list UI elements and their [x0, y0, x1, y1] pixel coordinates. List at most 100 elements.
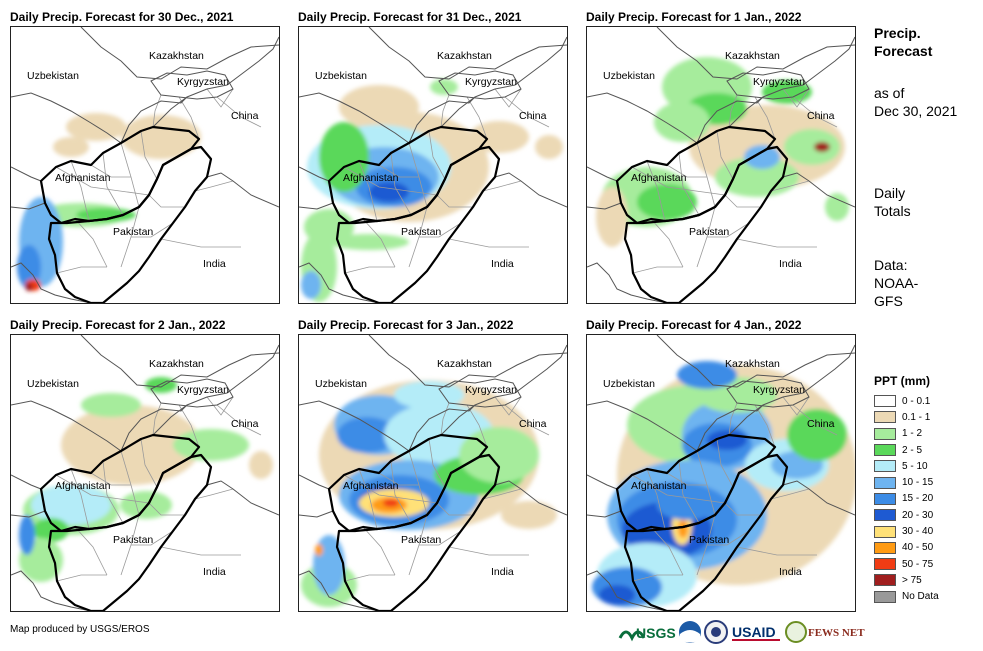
province-boundary: [390, 152, 412, 216]
province-boundary: [782, 396, 810, 416]
map-label-india: India: [491, 258, 514, 270]
country-border: [728, 344, 855, 436]
map-credit: Map produced by USGS/EROS: [10, 624, 150, 635]
precip-area: [313, 535, 345, 595]
precip-area: [81, 393, 141, 417]
province-boundary: [343, 474, 438, 504]
province-boundary: [194, 180, 234, 192]
country-border: [587, 92, 698, 144]
forecast-panel: Daily Precip. Forecast for 4 Jan., 2022 K…: [586, 318, 856, 614]
legend-item: 40 - 50: [874, 540, 939, 556]
country-border: [299, 166, 330, 182]
precip-area: [678, 520, 688, 538]
map-label-kazakhstan: Kazakhstan: [725, 358, 780, 370]
legend-item: 2 - 5: [874, 442, 939, 458]
province-boundary: [90, 164, 131, 178]
dhs-seal-logo: [704, 620, 728, 644]
legend-item: 15 - 20: [874, 491, 939, 507]
precip-area: [469, 121, 529, 153]
province-boundary: [428, 438, 446, 488]
data-source-note: Data: NOAA- GFS: [874, 256, 918, 310]
map-label-china: China: [807, 110, 835, 122]
province-boundary: [358, 468, 378, 530]
legend-heading: Precip. Forecast: [874, 24, 932, 60]
country-border: [152, 36, 279, 128]
map-label-kyrgyzstan: Kyrgyzstan: [465, 384, 517, 396]
legend-label: 5 - 10: [902, 460, 928, 472]
forecast-panel: Daily Precip. Forecast for 1 Jan., 2022 K…: [586, 10, 856, 306]
map-label-kyrgyzstan: Kyrgyzstan: [177, 384, 229, 396]
country-border: [587, 510, 622, 518]
map-label-kazakhstan: Kazakhstan: [437, 50, 492, 62]
precip-area: [329, 234, 409, 250]
map-label-china: China: [519, 110, 547, 122]
map-label-china: China: [807, 418, 835, 430]
legend-swatch: [874, 590, 896, 603]
data-line-1: Data:: [874, 257, 908, 273]
province-boundary: [343, 166, 438, 196]
province-boundary: [632, 266, 683, 274]
country-border: [696, 96, 764, 144]
legend-swatch: [874, 444, 896, 457]
legend-swatch: [874, 460, 896, 473]
country-border: [408, 96, 476, 144]
map-label-afghanistan: Afghanistan: [55, 172, 111, 184]
province-boundary: [206, 88, 234, 108]
legend-label: 2 - 5: [902, 444, 923, 456]
province-boundary: [152, 94, 162, 128]
country-border: [11, 474, 42, 490]
panel-title: Daily Precip. Forecast for 30 Dec., 2021: [10, 10, 234, 24]
province-boundary: [792, 96, 838, 128]
map-label-kyrgyzstan: Kyrgyzstan: [753, 76, 805, 88]
country-border: [728, 36, 855, 128]
usgs-logo: USGS: [618, 625, 676, 642]
province-boundary: [160, 546, 241, 556]
country-border: [299, 92, 410, 144]
legend-label: 40 - 50: [902, 542, 934, 554]
province-boundary: [494, 88, 522, 108]
province-boundary: [792, 404, 838, 436]
precip-area: [430, 79, 458, 95]
country-border: [299, 474, 330, 490]
province-boundary: [466, 404, 488, 448]
precip-area: [249, 451, 273, 479]
province-boundary: [504, 96, 550, 128]
country-border: [299, 202, 334, 210]
country-border: [11, 202, 46, 210]
pakistan-border: [623, 453, 789, 611]
province-boundary: [770, 180, 810, 192]
province-boundary: [466, 96, 488, 140]
map-label-india: India: [203, 258, 226, 270]
country-border: [440, 36, 567, 128]
precip-field: [592, 361, 855, 607]
country-border: [587, 202, 622, 210]
coastline: [11, 262, 92, 303]
legend-swatch: [874, 558, 896, 571]
map-label-china: China: [231, 418, 259, 430]
province-boundary: [728, 402, 738, 436]
precip-area: [459, 427, 539, 483]
province-boundary: [152, 402, 162, 436]
map-label-kazakhstan: Kazakhstan: [437, 358, 492, 370]
legend-item: No Data: [874, 589, 939, 605]
map-label-kazakhstan: Kazakhstan: [149, 358, 204, 370]
precip-area: [784, 129, 840, 165]
map-label-uzbekistan: Uzbekistan: [603, 378, 655, 390]
country-border: [150, 378, 234, 408]
precip-field: [19, 377, 273, 582]
precip-area: [535, 135, 563, 159]
country-border: [440, 344, 567, 436]
precip-field: [301, 79, 563, 302]
legend-item: 5 - 10: [874, 458, 939, 474]
map-label-kazakhstan: Kazakhstan: [725, 50, 780, 62]
legend-label: > 75: [902, 574, 922, 586]
country-border: [587, 474, 618, 490]
map-label-pakistan: Pakistan: [113, 534, 153, 546]
legend-label: 15 - 20: [902, 493, 934, 505]
province-boundary: [131, 222, 174, 238]
map-label-india: India: [203, 566, 226, 578]
country-border: [726, 70, 810, 100]
map-label-india: India: [779, 258, 802, 270]
precip-area: [814, 142, 830, 152]
data-line-2: NOAA-: [874, 275, 919, 291]
